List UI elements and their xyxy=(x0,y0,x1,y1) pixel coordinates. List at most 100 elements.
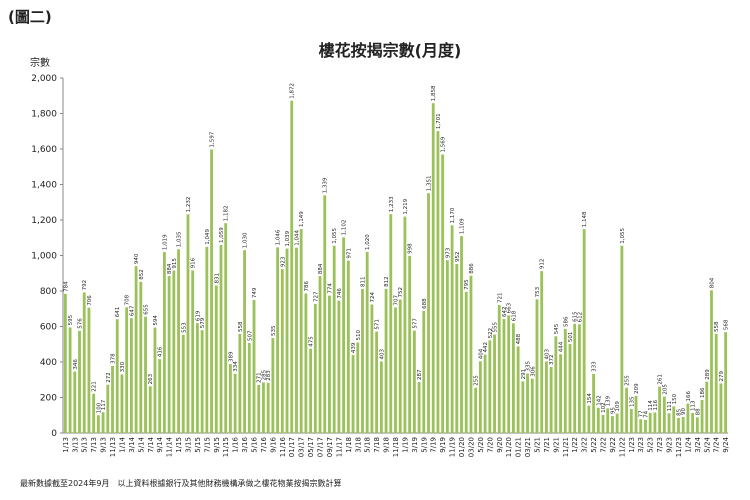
bar xyxy=(370,304,374,433)
x-tick-label: 3/22 xyxy=(581,437,589,453)
bar xyxy=(346,260,350,433)
x-tick-label: 9/14 xyxy=(156,436,164,452)
value-label: 586 xyxy=(563,316,569,327)
bar xyxy=(247,343,251,433)
bar xyxy=(549,366,553,433)
y-tick-label: 1,000 xyxy=(31,252,57,262)
bar xyxy=(592,373,595,433)
value-label: 488 xyxy=(516,333,522,344)
bar xyxy=(578,324,581,433)
value-label: 111 xyxy=(667,401,673,412)
bar xyxy=(63,293,67,433)
value-label: 1,872 xyxy=(290,83,296,99)
y-tick-label: 2,000 xyxy=(31,74,57,84)
x-tick-label: 03/17 xyxy=(298,437,306,457)
bar xyxy=(101,412,105,433)
bar xyxy=(417,382,421,433)
bar xyxy=(714,333,718,433)
bar xyxy=(445,260,449,433)
bar xyxy=(455,264,459,433)
x-tick-label: 03/20 xyxy=(467,437,475,457)
value-label: 663 xyxy=(507,302,513,313)
value-label: 784 xyxy=(63,281,69,292)
value-label: 753 xyxy=(535,286,541,297)
x-tick-label: 01/17 xyxy=(288,437,296,457)
value-label: 1,030 xyxy=(243,232,249,248)
x-tick-label: 11/18 xyxy=(392,437,400,457)
bar xyxy=(526,373,529,433)
x-tick-label: 3/23 xyxy=(637,437,645,453)
value-label: 378 xyxy=(111,353,117,364)
bar xyxy=(280,269,284,433)
bar xyxy=(243,250,246,433)
x-tick-label: 11/15 xyxy=(222,437,230,457)
bar xyxy=(115,319,119,433)
x-tick-label: 3/18 xyxy=(354,437,362,453)
bar xyxy=(611,416,614,433)
value-label: 1,046 xyxy=(276,229,282,245)
bar xyxy=(573,323,577,433)
x-tick-label: 3/15 xyxy=(184,437,192,453)
value-label: 475 xyxy=(309,336,315,347)
bar xyxy=(474,387,478,433)
bar xyxy=(516,346,520,433)
value-label: 724 xyxy=(370,291,376,302)
value-label: 74 xyxy=(643,410,649,417)
value-label: 1,233 xyxy=(389,196,395,212)
bar xyxy=(389,214,393,433)
value-label: 594 xyxy=(153,315,159,326)
bar xyxy=(436,131,440,433)
x-tick-label: 5/22 xyxy=(590,437,598,453)
bar xyxy=(464,291,468,433)
bar xyxy=(361,289,364,433)
bar xyxy=(441,154,445,433)
x-tick-label: 7/14 xyxy=(147,436,155,452)
value-label: 571 xyxy=(375,319,381,330)
y-tick-label: 1,400 xyxy=(31,181,57,191)
bar xyxy=(153,327,157,433)
value-label: 804 xyxy=(709,277,715,288)
x-tick-label: 3/16 xyxy=(241,436,249,452)
bar xyxy=(196,323,199,433)
bar xyxy=(582,229,586,433)
value-label: 1,148 xyxy=(582,211,588,227)
bar xyxy=(257,384,261,433)
bar xyxy=(710,290,713,433)
bar xyxy=(653,412,657,433)
value-label: 334 xyxy=(233,361,239,372)
bar xyxy=(375,331,379,433)
x-tick-label: 5/16 xyxy=(251,436,259,452)
bar xyxy=(497,305,501,433)
bar xyxy=(323,195,327,433)
bar xyxy=(200,330,204,433)
value-label: 221 xyxy=(92,381,98,392)
bar xyxy=(403,216,407,433)
x-tick-label: 3/24 xyxy=(694,436,702,452)
x-tick-label: 5/13 xyxy=(81,437,89,453)
value-label: 1,149 xyxy=(299,211,305,227)
value-label: 335 xyxy=(526,361,532,372)
bar xyxy=(82,292,86,433)
bar xyxy=(271,338,275,433)
bar xyxy=(469,275,473,433)
value-label: 545 xyxy=(554,323,560,334)
x-tick-label: 1/18 xyxy=(345,437,353,453)
y-axis-label: 宗數 xyxy=(30,56,50,69)
value-label: 1,109 xyxy=(460,218,466,234)
bar xyxy=(488,340,492,433)
bar xyxy=(276,247,280,433)
y-tick-label: 200 xyxy=(40,394,57,404)
value-label: 852 xyxy=(139,269,145,280)
bar xyxy=(87,307,91,433)
value-label: 618 xyxy=(511,310,517,321)
bar xyxy=(148,386,152,433)
bar xyxy=(125,307,129,433)
value-label: 404 xyxy=(478,348,484,359)
chart-title: 樓花按揭宗數(月度) xyxy=(319,41,462,60)
bar xyxy=(648,412,652,433)
bar xyxy=(681,417,685,433)
bar xyxy=(129,318,133,433)
bar xyxy=(186,214,190,433)
bar xyxy=(521,381,525,433)
bar xyxy=(724,332,728,433)
